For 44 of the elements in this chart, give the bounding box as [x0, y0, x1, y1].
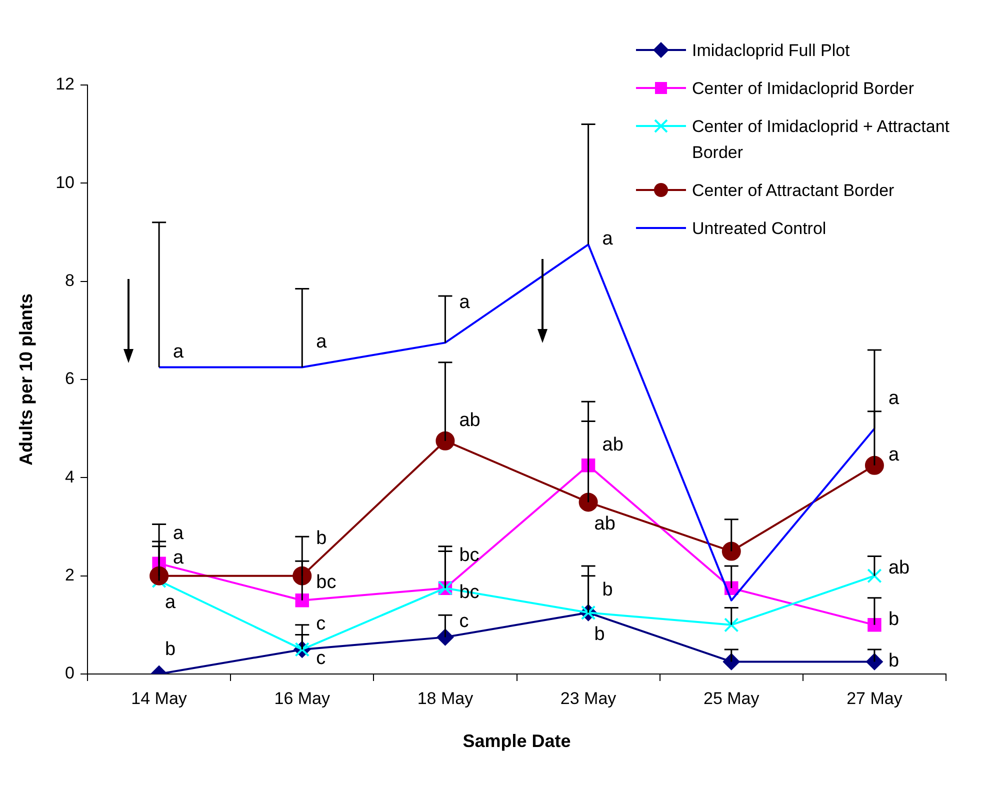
annotation: bc — [316, 572, 336, 593]
annotation: b — [888, 650, 900, 672]
annotation: a — [173, 341, 184, 362]
annotation: a — [888, 444, 900, 466]
x-tick-label: 18 May — [417, 688, 474, 708]
x-tick-label: 23 May — [560, 688, 617, 708]
annotation: a — [459, 292, 470, 314]
y-tick-label: 2 — [65, 566, 75, 585]
y-tick-label: 10 — [56, 172, 75, 192]
annotation: a — [165, 592, 176, 613]
legend-label: Imidacloprid Full Plot — [692, 40, 850, 62]
annotation: a — [888, 388, 900, 409]
annotation: b — [165, 639, 176, 660]
legend-label: Untreated Control — [692, 218, 826, 240]
legend-label: Center of Attractant Border — [692, 180, 894, 202]
annotation: b — [602, 579, 613, 600]
annotation: c — [316, 648, 326, 670]
annotation: b — [316, 528, 327, 549]
annotation: b — [888, 608, 900, 630]
annotation: a — [173, 522, 184, 544]
y-axis-title: Adults per 10 plants — [16, 293, 36, 466]
annotation: b — [594, 624, 605, 645]
annotation: ab — [888, 557, 910, 578]
y-tick-label: 12 — [56, 74, 75, 94]
y-tick-label: 6 — [65, 369, 75, 388]
annotation: ab — [459, 410, 480, 431]
annotation: a — [602, 228, 614, 250]
legend-label: Center of Imidacloprid Border — [692, 78, 914, 100]
x-tick-label: 16 May — [274, 688, 331, 708]
annotation: ab — [602, 434, 624, 456]
annotation: a — [173, 547, 184, 568]
x-tick-label: 25 May — [704, 688, 760, 708]
annotation: c — [316, 614, 326, 635]
x-tick-label: 27 May — [846, 688, 903, 708]
annotation: a — [316, 331, 328, 352]
y-tick-label: 4 — [65, 467, 75, 486]
y-tick-label: 0 — [65, 664, 75, 683]
x-tick-label: 14 May — [131, 688, 188, 708]
annotation: ab — [594, 513, 616, 534]
annotation: bc — [459, 544, 480, 566]
y-tick-label: 8 — [65, 271, 75, 290]
legend-label: Center of Imidacloprid + Attractant Border — [692, 116, 950, 164]
annotation: c — [459, 611, 469, 632]
x-axis-title: Sample Date — [462, 731, 571, 752]
